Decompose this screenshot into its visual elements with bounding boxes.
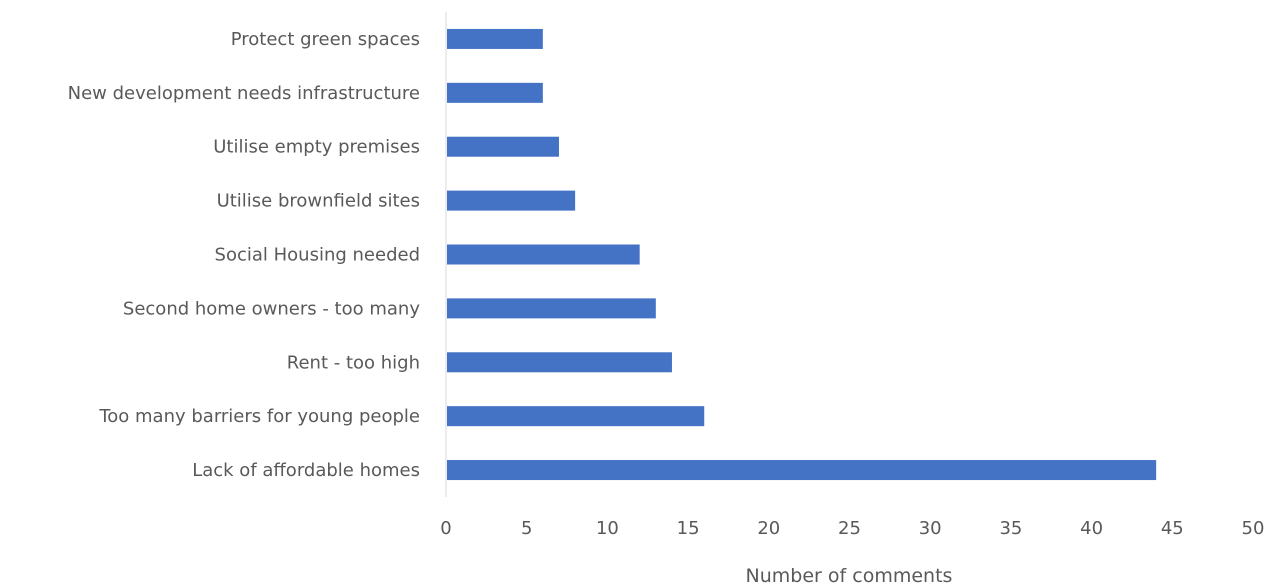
bar — [447, 244, 640, 265]
x-tick-label: 15 — [677, 518, 700, 539]
category-label: Utilise brownfield sites — [217, 191, 420, 212]
x-tick-label: 50 — [1242, 518, 1265, 539]
x-tick-label: 40 — [1080, 518, 1103, 539]
category-label: Protect green spaces — [231, 29, 420, 50]
bar — [447, 460, 1157, 481]
category-label: Utilise empty premises — [213, 137, 420, 158]
x-tick-label: 30 — [919, 518, 942, 539]
bar — [447, 28, 543, 49]
bars-layer — [447, 28, 1157, 481]
category-label: New development needs infrastructure — [68, 83, 420, 104]
category-label: Second home owners - too many — [123, 298, 420, 319]
x-tick-label: 0 — [440, 518, 451, 539]
x-tick-label: 45 — [1161, 518, 1184, 539]
bar — [447, 352, 672, 373]
x-tick-label: 5 — [521, 518, 532, 539]
x-axis-title: Number of comments — [746, 565, 953, 586]
bar — [447, 82, 543, 103]
x-tick-label: 25 — [838, 518, 861, 539]
bar — [447, 136, 559, 157]
category-label: Too many barriers for young people — [98, 406, 420, 427]
category-label: Rent - too high — [287, 352, 420, 373]
x-tick-labels: 0 5 10 15 20 25 30 35 40 45 50 — [440, 518, 1264, 539]
x-tick-label: 10 — [596, 518, 619, 539]
category-labels: Lack of affordable homes Too many barrier… — [68, 29, 421, 481]
bar — [447, 298, 656, 319]
bar — [447, 190, 576, 211]
category-label: Lack of affordable homes — [192, 460, 420, 481]
category-label: Social Housing needed — [215, 245, 420, 266]
x-tick-label: 35 — [999, 518, 1022, 539]
x-tick-label: 20 — [757, 518, 780, 539]
bar — [447, 406, 705, 427]
